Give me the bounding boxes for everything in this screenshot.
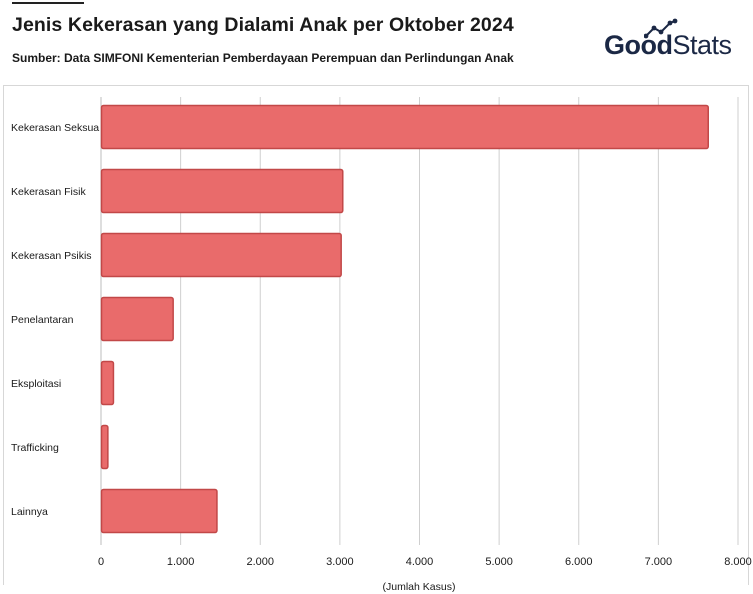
x-tick-label: 4.000 xyxy=(406,556,434,568)
bar-lainnya xyxy=(100,488,218,534)
x-tick-label: 7.000 xyxy=(645,556,673,568)
chart-subtitle: Sumber: Data SIMFONI Kementerian Pemberd… xyxy=(12,51,514,65)
header-rule xyxy=(12,2,84,4)
category-label: Kekerasan Psikis xyxy=(11,250,92,262)
goodstats-logo: GoodStats xyxy=(604,18,744,64)
chart-title: Jenis Kekerasan yang Dialami Anak per Ok… xyxy=(12,14,514,36)
bar-kekerasan-seksual xyxy=(100,104,709,150)
bar-kekerasan-psikis xyxy=(100,232,342,278)
logo-text-good: Good xyxy=(604,30,673,60)
bar-eksploitasi xyxy=(100,360,115,406)
rising-line-chart-icon xyxy=(644,18,678,39)
x-tick-label: 8.000 xyxy=(724,556,752,568)
category-label: Eksploitasi xyxy=(11,378,61,390)
bar-kekerasan-fisik xyxy=(100,168,344,214)
x-tick-label: 6.000 xyxy=(565,556,593,568)
plot-frame xyxy=(3,85,749,585)
category-label: Kekerasan Fisik xyxy=(11,186,86,198)
x-tick-label: 2.000 xyxy=(246,556,274,568)
x-tick-label: 5.000 xyxy=(485,556,513,568)
category-label: Trafficking xyxy=(11,442,59,454)
category-label: Lainnya xyxy=(11,506,48,518)
x-tick-label: 1.000 xyxy=(167,556,195,568)
bar-penelantaran xyxy=(100,296,174,342)
x-tick-label: 0 xyxy=(98,556,104,568)
logo-text-stats: Stats xyxy=(672,30,732,60)
x-tick-label: 3.000 xyxy=(326,556,354,568)
category-label: Penelantaran xyxy=(11,314,74,326)
logo-wordmark: GoodStats xyxy=(604,30,732,60)
bar-trafficking xyxy=(100,424,109,470)
category-label: Kekerasan Seksua xyxy=(11,122,99,134)
x-axis-title: (Jumlah Kasus) xyxy=(383,581,456,593)
